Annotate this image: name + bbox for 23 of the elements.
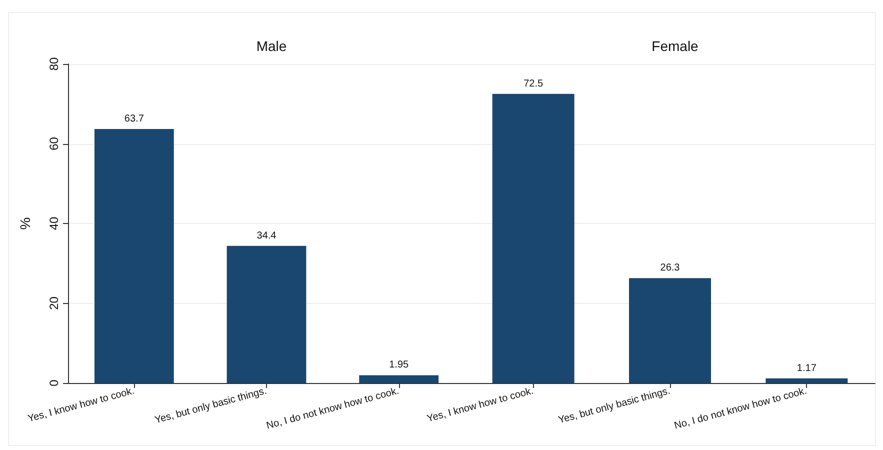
x-tick-label: No, I do not know how to cook. bbox=[265, 386, 400, 432]
data-label: 1.95 bbox=[389, 360, 409, 371]
data-label: 26.3 bbox=[660, 262, 680, 274]
x-tick-label: Yes, but only basic things. bbox=[154, 386, 268, 426]
bar bbox=[226, 246, 306, 383]
data-label: 1.17 bbox=[796, 362, 817, 374]
y-tick-label: 20 bbox=[47, 296, 61, 310]
data-label: 63.7 bbox=[124, 113, 144, 124]
chart-title: Female bbox=[652, 38, 699, 54]
x-tick-label: Yes, but only basic things. bbox=[557, 386, 672, 426]
data-label: 72.5 bbox=[524, 78, 544, 90]
y-tick-label: 80 bbox=[47, 57, 61, 71]
chart-title: Male bbox=[256, 38, 287, 54]
data-label: 34.4 bbox=[256, 230, 277, 242]
y-tick-label: 60 bbox=[47, 136, 61, 150]
x-tick-label: No, I do not know how to cook. bbox=[673, 386, 808, 432]
x-tick-label: Yes, I know how to cook. bbox=[26, 386, 136, 425]
y-tick-label: 40 bbox=[47, 216, 61, 230]
y-tick-label: 0 bbox=[47, 379, 61, 386]
bar bbox=[94, 128, 174, 383]
bar bbox=[359, 375, 439, 383]
y-axis-title: % bbox=[17, 217, 33, 230]
x-tick-label: Yes, I know how to cook. bbox=[426, 386, 535, 425]
